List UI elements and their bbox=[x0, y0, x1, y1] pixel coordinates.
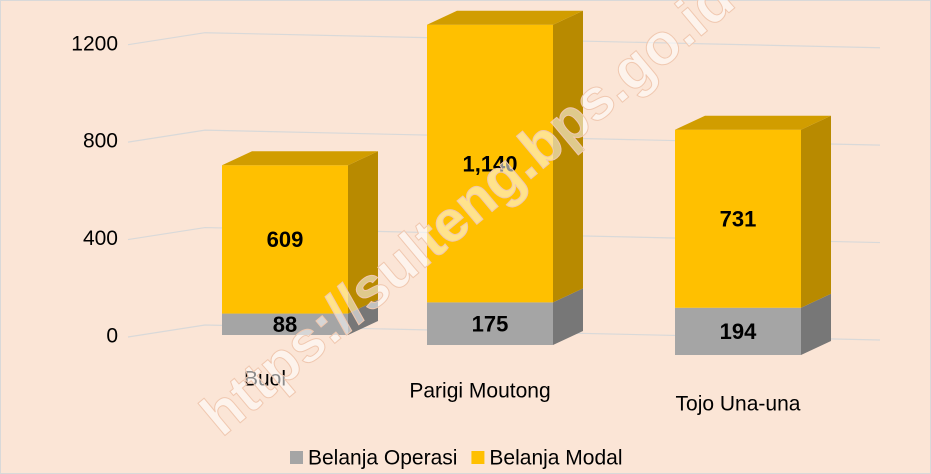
grid-line bbox=[127, 32, 881, 49]
bar bbox=[222, 313, 348, 335]
x-tick-label: Parigi Moutong bbox=[409, 380, 550, 403]
y-tick-label: 800 bbox=[83, 130, 118, 153]
grid-line bbox=[127, 129, 881, 146]
y-tick-label: 0 bbox=[106, 325, 118, 348]
bar-top bbox=[222, 151, 378, 166]
bar-side bbox=[801, 293, 831, 355]
bar-side bbox=[348, 151, 378, 314]
legend-label: Belanja Modal bbox=[489, 447, 622, 470]
grid-line bbox=[127, 324, 881, 341]
bar-top bbox=[675, 115, 831, 130]
data-label: 88 bbox=[273, 312, 297, 337]
data-label: 609 bbox=[267, 227, 304, 252]
bar-side bbox=[801, 115, 831, 308]
bar bbox=[675, 129, 801, 308]
bar bbox=[675, 307, 801, 355]
legend-swatch bbox=[471, 451, 485, 464]
bar bbox=[222, 165, 348, 314]
bar-side bbox=[348, 299, 378, 335]
bar bbox=[427, 24, 553, 303]
y-tick-label: 400 bbox=[83, 227, 118, 250]
y-tick-label: 1200 bbox=[71, 32, 118, 55]
bar-side bbox=[553, 288, 583, 345]
x-tick-label: Buol bbox=[244, 368, 286, 391]
x-tick-label: Tojo Una-una bbox=[676, 393, 801, 416]
legend-label: Belanja Operasi bbox=[308, 447, 457, 470]
legend-swatch bbox=[290, 451, 303, 464]
data-label: 175 bbox=[472, 312, 509, 337]
data-label: 194 bbox=[720, 319, 757, 344]
data-label: 1,140 bbox=[462, 151, 517, 176]
data-label: 731 bbox=[720, 207, 757, 232]
bar-top bbox=[427, 10, 583, 25]
bar-side bbox=[553, 10, 583, 303]
grid-line bbox=[127, 226, 881, 244]
bar bbox=[427, 302, 553, 345]
